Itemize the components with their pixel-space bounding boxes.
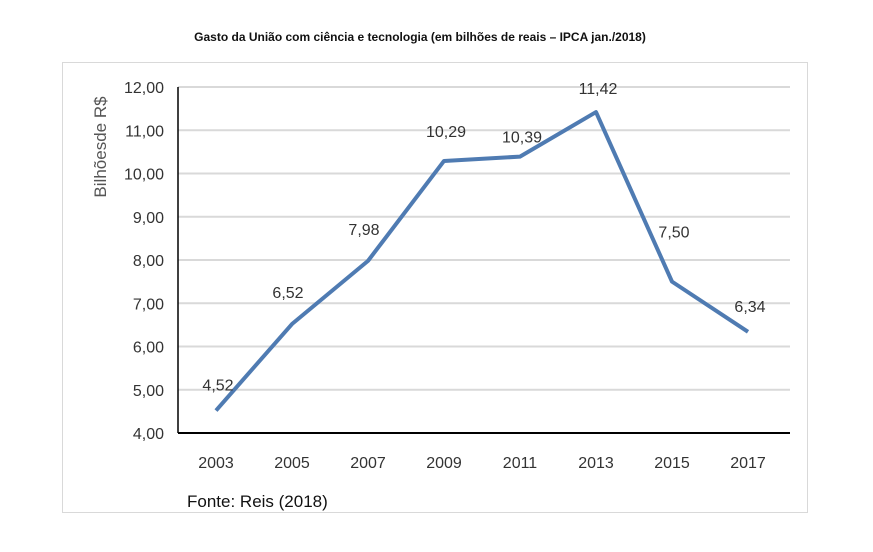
data-label: 11,42 bbox=[579, 81, 618, 98]
data-label: 6,52 bbox=[272, 285, 303, 302]
data-label: 4,52 bbox=[202, 378, 233, 395]
y-tick-label: 9,00 bbox=[133, 210, 164, 227]
x-tick-label: 2011 bbox=[503, 455, 538, 472]
chart-title: Gasto da União com ciência e tecnologia … bbox=[194, 30, 646, 44]
x-tick-label: 2007 bbox=[350, 455, 386, 472]
y-tick-label: 7,00 bbox=[133, 296, 164, 313]
x-tick-label: 2015 bbox=[654, 455, 690, 472]
y-tick-label: 4,00 bbox=[133, 426, 164, 443]
x-tick-label: 2005 bbox=[274, 455, 310, 472]
x-tick-label: 2017 bbox=[730, 455, 766, 472]
chart-frame bbox=[62, 62, 808, 513]
chart-source: Fonte: Reis (2018) bbox=[187, 492, 328, 511]
y-axis-label: Bilhõesde R$ bbox=[91, 96, 110, 198]
y-tick-label: 12,00 bbox=[124, 80, 164, 97]
y-tick-label: 10,00 bbox=[124, 167, 164, 184]
y-tick-label: 5,00 bbox=[133, 383, 164, 400]
data-label: 7,50 bbox=[658, 225, 689, 242]
data-label: 10,39 bbox=[502, 130, 542, 147]
series-line bbox=[214, 110, 750, 412]
data-label: 6,34 bbox=[734, 299, 765, 316]
y-tick-label: 6,00 bbox=[133, 340, 164, 357]
x-tick-label: 2013 bbox=[578, 455, 614, 472]
x-tick-label: 2009 bbox=[426, 455, 462, 472]
y-tick-label: 8,00 bbox=[133, 253, 164, 270]
data-label: 10,29 bbox=[426, 124, 466, 141]
y-tick-label: 11,00 bbox=[125, 123, 164, 140]
x-tick-label: 2003 bbox=[198, 455, 234, 472]
data-label: 7,98 bbox=[348, 222, 379, 239]
